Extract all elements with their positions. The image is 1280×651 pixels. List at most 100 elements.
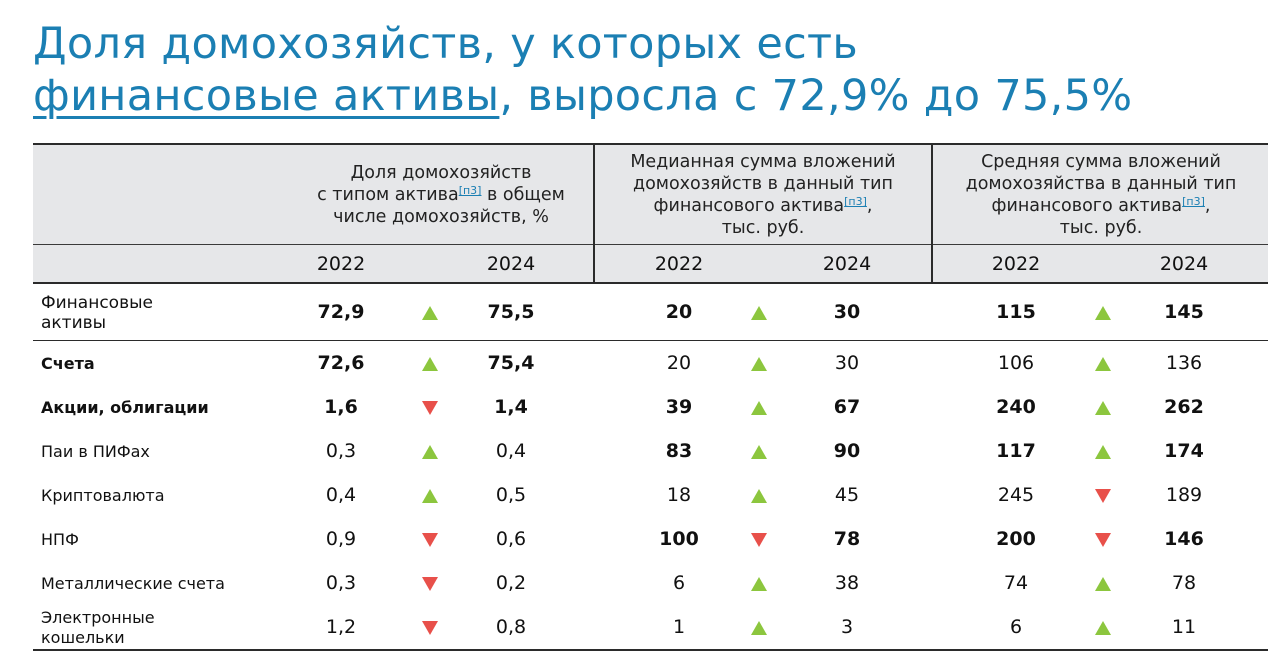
value-share-2024: 0,2 (495, 572, 527, 594)
value-share-2024: 1,4 (494, 396, 528, 418)
triangle-up-icon (1095, 445, 1111, 459)
triangle-down-icon (1095, 489, 1111, 503)
header-share-line2-post: в общем (481, 185, 565, 205)
year-header: 2022 (991, 253, 1041, 275)
triangle-up-icon (751, 306, 767, 320)
value-share-2022: 1,2 (325, 616, 357, 638)
header-share: Доля домохозяйств с типом актива[п3] в о… (291, 147, 591, 243)
value-mean-2022: 6 (1009, 616, 1023, 638)
triangle-up-icon (1095, 621, 1111, 635)
header-mean-line3-pre: финансового актива (991, 196, 1183, 216)
triangle-up-icon (1095, 357, 1111, 371)
triangle-up-icon (422, 489, 438, 503)
value-share-2024: 0,8 (495, 616, 527, 638)
value-mean-2022: 117 (996, 440, 1036, 462)
value-mean-2024: 136 (1165, 352, 1203, 374)
value-median-2022: 39 (665, 396, 693, 418)
value-median-2024: 78 (833, 528, 861, 550)
header-mean: Средняя сумма вложений домохозяйства в д… (934, 147, 1268, 243)
value-mean-2022: 74 (1003, 572, 1029, 594)
row-label: Финансовые активы (41, 293, 153, 333)
row-label: Криптовалюта (41, 486, 165, 505)
value-share-2022: 0,4 (325, 484, 357, 506)
value-median-2024: 67 (833, 396, 861, 418)
triangle-up-icon (751, 357, 767, 371)
header-mean-line2: домохозяйства в данный тип (965, 174, 1237, 194)
footnote-link[interactable]: [п3] (1182, 195, 1205, 208)
triangle-up-icon (422, 306, 438, 320)
value-share-2022: 0,9 (325, 528, 357, 550)
title-line-1: Доля домохозяйств, у которых есть (33, 19, 859, 69)
title-line-2-rest: , выросла с 72,9% до 75,5% (499, 71, 1133, 121)
header-median: Медианная сумма вложений домохозяйств в … (596, 147, 930, 243)
triangle-down-icon (422, 621, 438, 635)
header-median-line3-pre: финансового актива (653, 196, 845, 216)
footnote-link[interactable]: [п3] (458, 184, 482, 197)
column-divider (931, 143, 933, 282)
title-underlined-link[interactable]: финансовые активы (33, 71, 500, 121)
header-mean-line1: Средняя сумма вложений (981, 152, 1221, 172)
row-label: Металлические счета (41, 574, 225, 593)
table-bottom-rule (33, 649, 1268, 651)
value-median-2024: 30 (833, 301, 861, 323)
footnote-link[interactable]: [п3] (844, 195, 867, 208)
year-header: 2024 (1159, 253, 1209, 275)
row-label: НПФ (41, 530, 79, 549)
value-share-2024: 75,4 (487, 352, 535, 374)
triangle-up-icon (751, 489, 767, 503)
value-median-2022: 1 (672, 616, 686, 638)
value-mean-2022: 115 (996, 301, 1036, 323)
triangle-up-icon (751, 577, 767, 591)
header-share-line2-pre: с типом актива (317, 185, 459, 205)
triangle-down-icon (422, 577, 438, 591)
row-label: Счета (41, 354, 95, 373)
row-label: Акции, облигации (41, 398, 209, 417)
header-bottom-rule (33, 282, 1268, 284)
value-share-2022: 0,3 (325, 572, 357, 594)
triangle-up-icon (751, 401, 767, 415)
header-mean-line4: тыс. руб. (1059, 218, 1143, 238)
value-median-2022: 6 (672, 572, 686, 594)
value-mean-2024: 145 (1164, 301, 1204, 323)
triangle-up-icon (751, 621, 767, 635)
header-mean-line3-post: , (1204, 196, 1211, 216)
page-title: Доля домохозяйств, у которых есть финанс… (33, 18, 1253, 122)
column-divider (593, 143, 595, 282)
header-share-line3: числе домохозяйств, % (333, 207, 549, 227)
row-label: Паи в ПИФах (41, 442, 150, 461)
header-share-line1: Доля домохозяйств (350, 163, 532, 183)
value-median-2022: 20 (666, 352, 692, 374)
value-median-2022: 18 (666, 484, 692, 506)
triangle-down-icon (751, 533, 767, 547)
value-median-2022: 20 (665, 301, 693, 323)
triangle-down-icon (1095, 533, 1111, 547)
year-header: 2024 (486, 253, 536, 275)
year-header: 2022 (654, 253, 704, 275)
value-mean-2024: 189 (1165, 484, 1203, 506)
triangle-up-icon (751, 445, 767, 459)
triangle-up-icon (422, 357, 438, 371)
table-header (33, 143, 1268, 284)
triangle-up-icon (422, 445, 438, 459)
value-median-2022: 100 (659, 528, 699, 550)
value-share-2024: 0,5 (495, 484, 527, 506)
value-share-2022: 1,6 (324, 396, 358, 418)
triangle-up-icon (1095, 577, 1111, 591)
value-share-2022: 72,9 (317, 301, 365, 323)
value-mean-2022: 200 (996, 528, 1036, 550)
data-table: Доля домохозяйств с типом актива[п3] в о… (33, 143, 1268, 651)
value-median-2024: 90 (833, 440, 861, 462)
value-share-2024: 0,4 (495, 440, 527, 462)
triangle-down-icon (422, 533, 438, 547)
header-median-line1: Медианная сумма вложений (630, 152, 896, 172)
triangle-up-icon (1095, 401, 1111, 415)
value-mean-2022: 106 (997, 352, 1035, 374)
value-median-2024: 3 (840, 616, 854, 638)
value-share-2024: 75,5 (487, 301, 535, 323)
value-share-2024: 0,6 (495, 528, 527, 550)
triangle-up-icon (1095, 306, 1111, 320)
value-mean-2024: 146 (1164, 528, 1204, 550)
row-label: Электронные кошельки (41, 608, 155, 647)
value-median-2024: 38 (834, 572, 860, 594)
header-median-line2: домохозяйств в данный тип (632, 174, 893, 194)
